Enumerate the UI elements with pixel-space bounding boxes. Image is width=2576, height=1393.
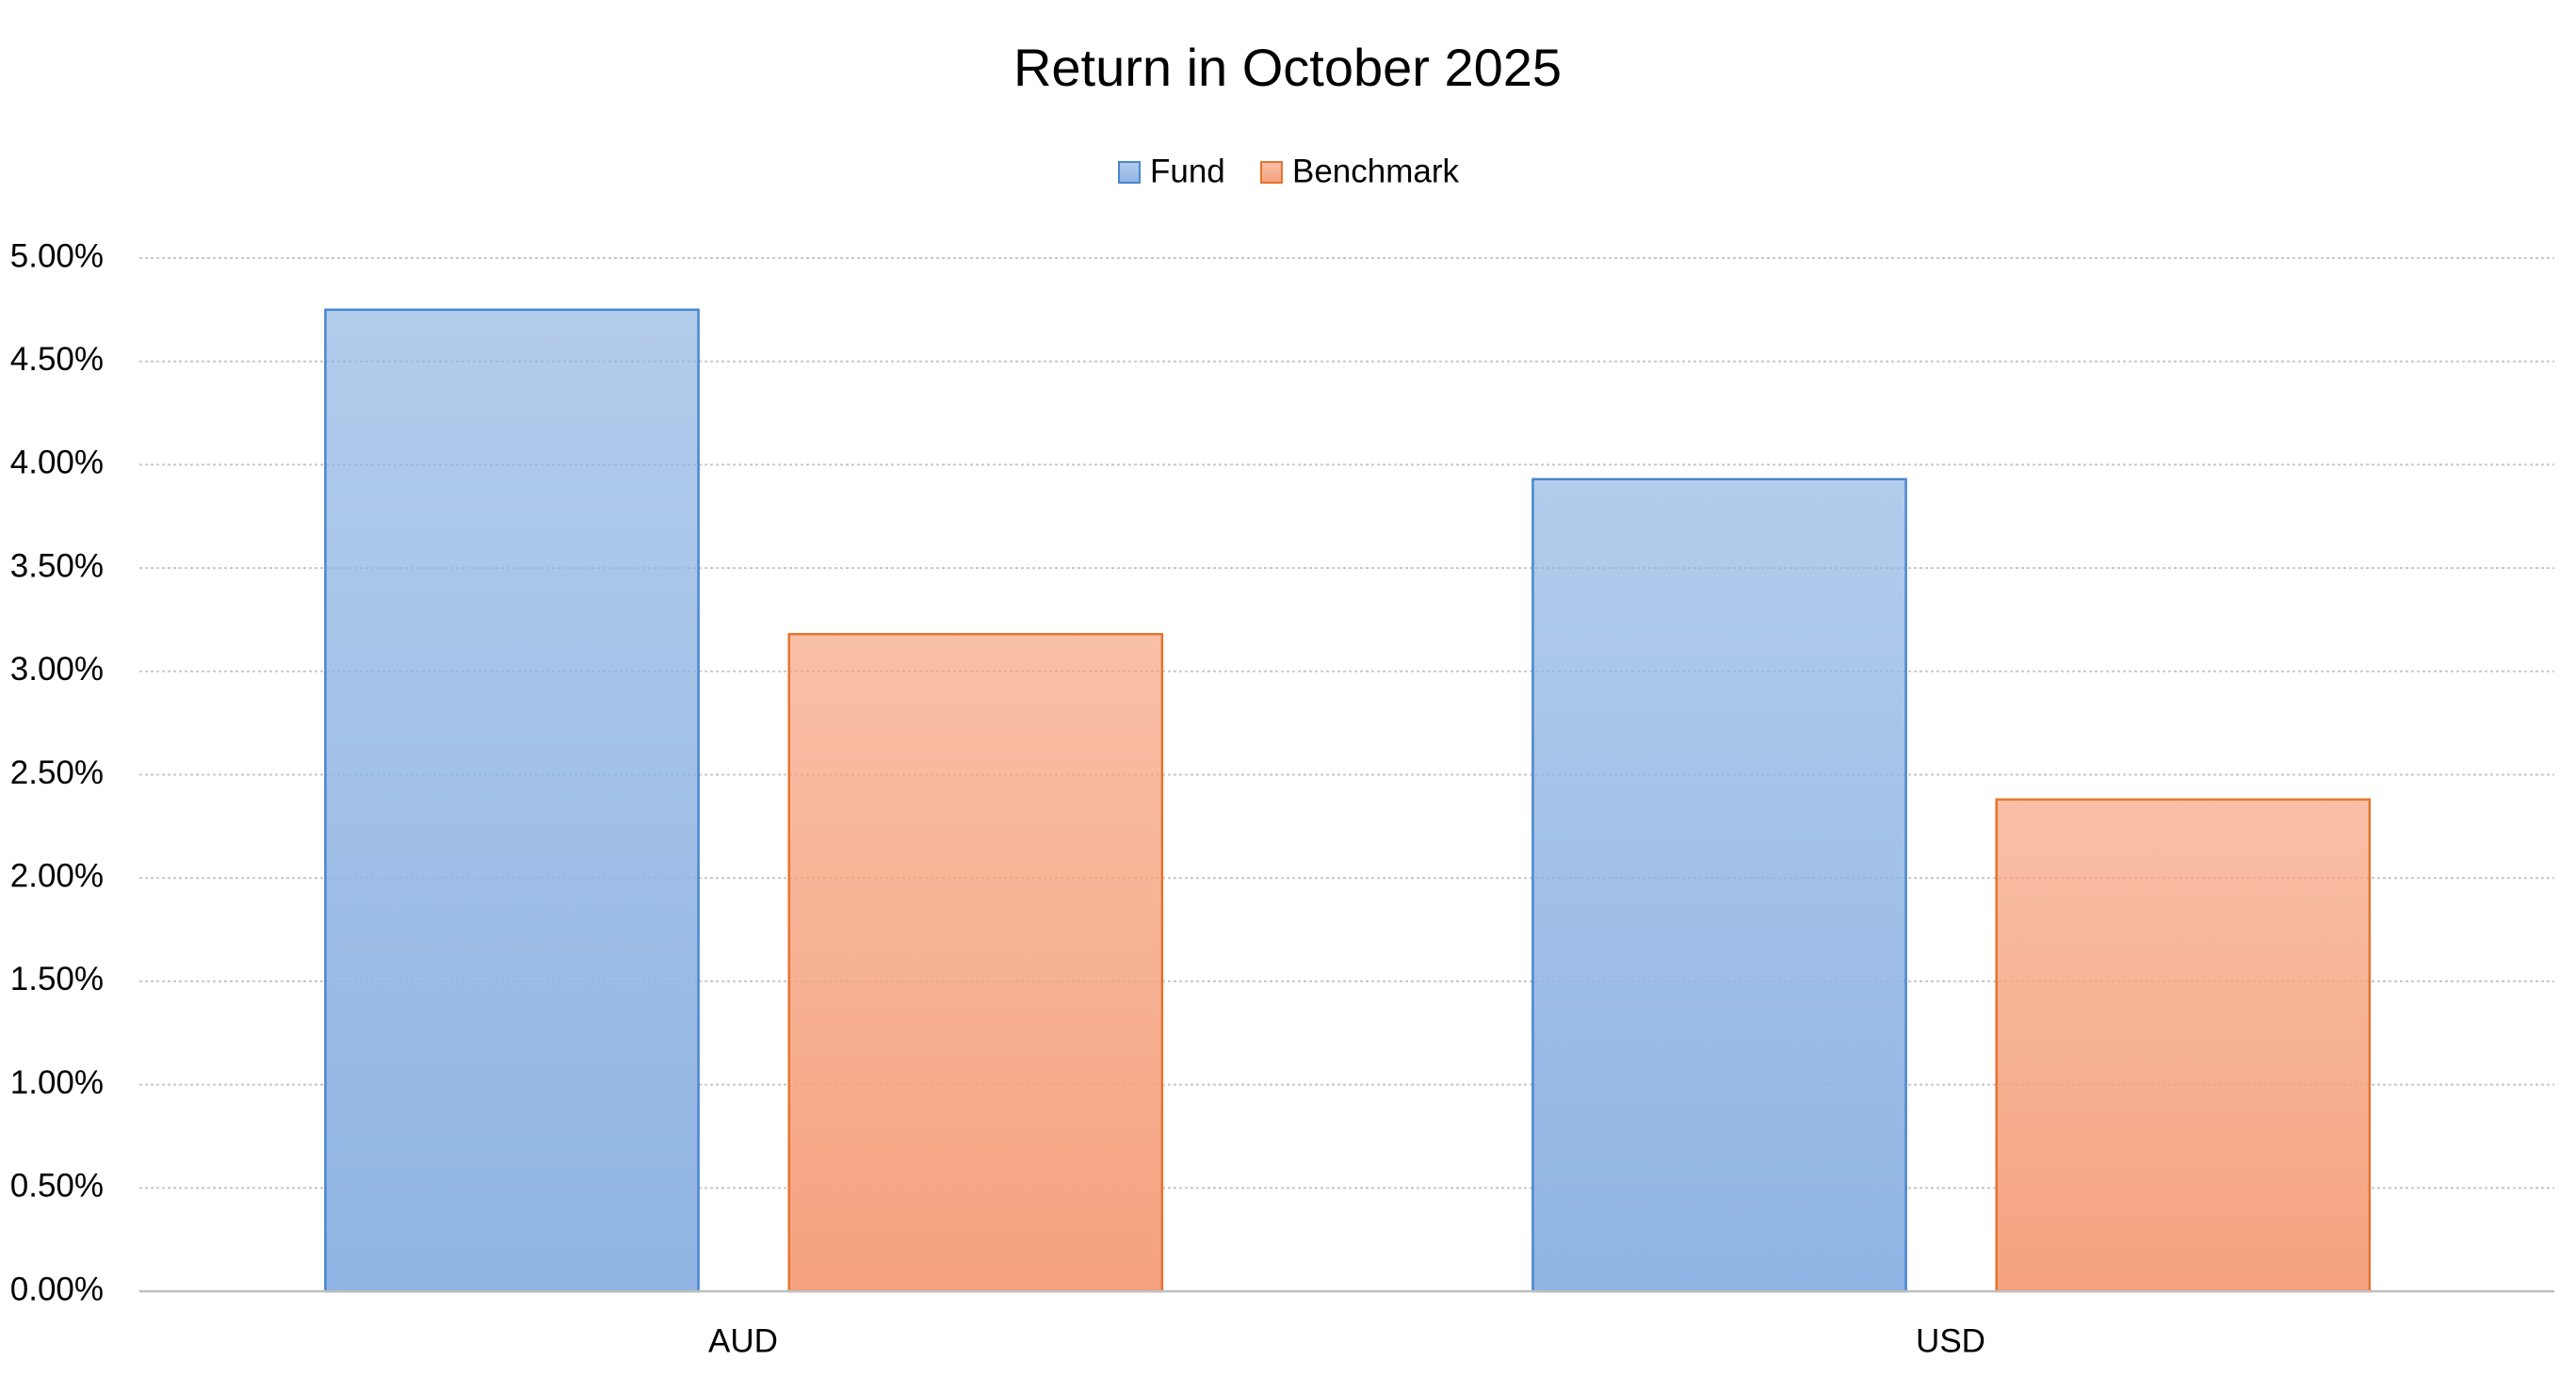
y-tick-label: 3.00% — [10, 651, 104, 688]
y-tick-label: 4.50% — [10, 341, 104, 378]
x-tick-label: AUD — [708, 1322, 778, 1359]
chart-title: Return in October 2025 — [1013, 38, 1562, 97]
bar — [1995, 798, 2372, 1293]
bar — [324, 308, 700, 1293]
legend-label: Benchmark — [1292, 153, 1460, 189]
y-tick-label: 0.50% — [10, 1168, 104, 1205]
y-tick-label: 0.00% — [10, 1271, 104, 1307]
y-tick-label: 4.00% — [10, 445, 104, 481]
y-tick-label: 3.50% — [10, 547, 104, 584]
y-tick-label: 2.00% — [10, 857, 104, 894]
y-tick-label: 5.00% — [10, 237, 104, 274]
y-tick-label: 1.00% — [10, 1064, 104, 1101]
legend-label: Fund — [1150, 153, 1225, 189]
bar — [1531, 478, 1907, 1293]
y-tick-label: 1.50% — [10, 961, 104, 997]
x-tick-label: USD — [1916, 1322, 1985, 1359]
bar — [787, 633, 1164, 1293]
legend-swatch — [1118, 161, 1141, 184]
legend-swatch — [1260, 161, 1283, 184]
y-tick-label: 2.50% — [10, 754, 104, 791]
